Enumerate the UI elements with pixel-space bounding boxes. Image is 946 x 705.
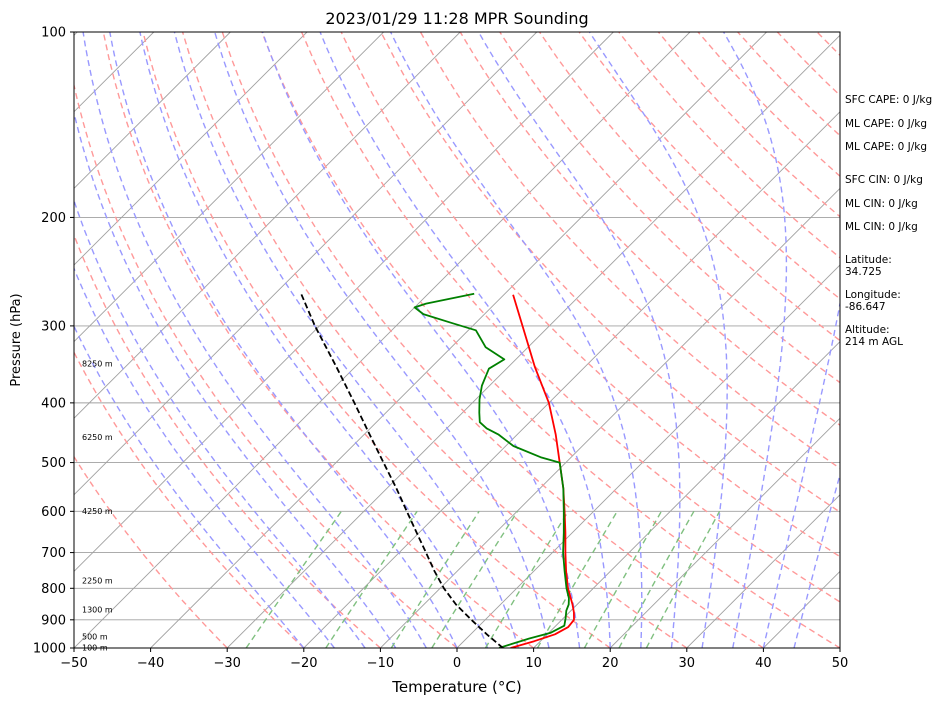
moist-adiabat-line	[74, 198, 366, 648]
dry-adiabat-line	[74, 82, 458, 648]
sounding-profiles	[300, 292, 575, 648]
mixing-ratio-line	[390, 510, 480, 648]
dry-adiabat-line	[300, 32, 840, 603]
height-label: 4250 m	[82, 507, 113, 516]
mixing-ratio-line	[645, 510, 721, 648]
moist-adiabat-line	[173, 32, 519, 648]
x-tick-label: 20	[602, 656, 619, 671]
x-tick-label: −50	[60, 656, 87, 671]
y-tick-label: 400	[41, 396, 66, 411]
height-label: 500 m	[82, 633, 108, 642]
moist-adiabat-line	[214, 32, 550, 648]
height-label: 6250 m	[82, 433, 113, 442]
x-tick-label: −30	[213, 656, 240, 671]
isotherm-line	[74, 32, 538, 496]
y-tick-label: 200	[41, 211, 66, 226]
isotherm-line	[150, 32, 767, 648]
y-tick-label: 300	[41, 319, 66, 334]
mixing-ratio-line	[583, 510, 663, 648]
isotherm-line	[74, 32, 384, 343]
isotherm-line	[686, 494, 840, 648]
dry-adiabat-line	[181, 32, 688, 648]
y-tick-label: 700	[41, 546, 66, 561]
chart-title: 2023/01/29 11:28 MPR Sounding	[325, 9, 588, 28]
x-tick-label: 0	[453, 656, 461, 671]
dry-adiabat-line	[261, 32, 840, 648]
mixing-ratio-line	[325, 510, 418, 648]
x-tick-label: −10	[367, 656, 394, 671]
dry-adiabat-line	[74, 350, 305, 648]
moist-adiabat-line	[722, 32, 788, 648]
isotherm-line	[609, 417, 840, 648]
y-tick-label: 900	[41, 613, 66, 628]
isotherm-line	[533, 340, 840, 648]
plot-frame	[73, 31, 841, 649]
moist-adiabat-line	[793, 472, 840, 648]
x-axis-ticks: −50 −40 −30 −20 −10 0 10 20 30 40 50	[60, 648, 848, 671]
dry-adiabat-line	[221, 32, 764, 648]
y-tick-label: 600	[41, 505, 66, 520]
mixing-ratio-line	[536, 510, 618, 648]
ml-cape-label-2: ML CAPE: 0 J/kg	[845, 141, 928, 153]
moist-adiabat-line	[74, 110, 397, 648]
x-tick-label: −40	[137, 656, 164, 671]
x-axis-label: Temperature (°C)	[391, 678, 521, 696]
ml-cin-label-2: ML CIN: 0 J/kg	[845, 221, 918, 233]
moist-adiabat-line	[389, 32, 643, 648]
dewpoint-profile-line	[413, 292, 570, 648]
dry-adiabat-line	[142, 32, 611, 648]
temperature-profile-line	[510, 294, 575, 648]
y-tick-label: 800	[41, 582, 66, 597]
isotherm-line	[74, 32, 461, 419]
parcel-profile-line	[300, 293, 504, 648]
mixing-ratio-line	[245, 510, 342, 648]
mixing-ratio-line	[618, 510, 695, 648]
x-tick-label: −20	[290, 656, 317, 671]
ml-cape-label: ML CAPE: 0 J/kg	[845, 118, 928, 130]
mixing-ratio-line	[484, 510, 569, 648]
x-tick-label: 50	[832, 656, 849, 671]
y-axis-ticks: 100 200 300 400 500 600 700 800 900 1000	[33, 26, 74, 657]
ml-cin-label: ML CIN: 0 J/kg	[845, 198, 918, 210]
y-axis-label: Pressure (hPa)	[9, 293, 24, 386]
sfc-cin-label: SFC CIN: 0 J/kg	[845, 174, 923, 186]
dry-adiabat-line	[578, 32, 840, 300]
isotherm-line	[380, 187, 840, 648]
isotherm-line	[303, 111, 840, 648]
moist-adiabat-line	[82, 32, 427, 648]
dry-adiabat-line	[538, 32, 840, 342]
x-tick-label: 40	[755, 656, 772, 671]
isotherm-line	[226, 34, 840, 648]
moist-adiabat-line	[762, 300, 840, 648]
altitude-label: Altitude: 214 m AGL	[845, 324, 903, 348]
dry-adiabat-line	[74, 455, 228, 648]
isotherm-line	[74, 32, 691, 648]
dry-adiabat-line	[102, 32, 535, 648]
isotherm-line	[74, 32, 308, 266]
y-tick-label: 100	[41, 26, 66, 41]
mixing-ratio-line	[431, 510, 519, 648]
y-tick-label: 500	[41, 456, 66, 471]
moist-adiabat-line	[588, 32, 728, 648]
x-tick-label: 30	[679, 656, 696, 671]
sfc-cape-label: SFC CAPE: 0 J/kg	[845, 94, 933, 106]
background-lines	[74, 32, 840, 648]
latitude-label: Latitude: 34.725	[845, 254, 892, 278]
moist-adiabat-line	[477, 32, 681, 648]
longitude-label: Longitude: -86.647	[845, 289, 901, 313]
height-label: 2250 m	[82, 576, 113, 585]
height-label: 1300 m	[82, 606, 113, 615]
height-label: 8250 m	[82, 360, 113, 369]
moist-adiabat-line	[109, 32, 458, 648]
moist-adiabat-line	[319, 32, 611, 648]
x-tick-label: 10	[525, 656, 542, 671]
y-tick-label: 1000	[33, 642, 66, 657]
moist-adiabat-line	[139, 32, 489, 648]
isotherm-line	[74, 32, 231, 190]
moist-adiabat-line	[74, 266, 335, 648]
isotherm-line	[74, 32, 614, 573]
